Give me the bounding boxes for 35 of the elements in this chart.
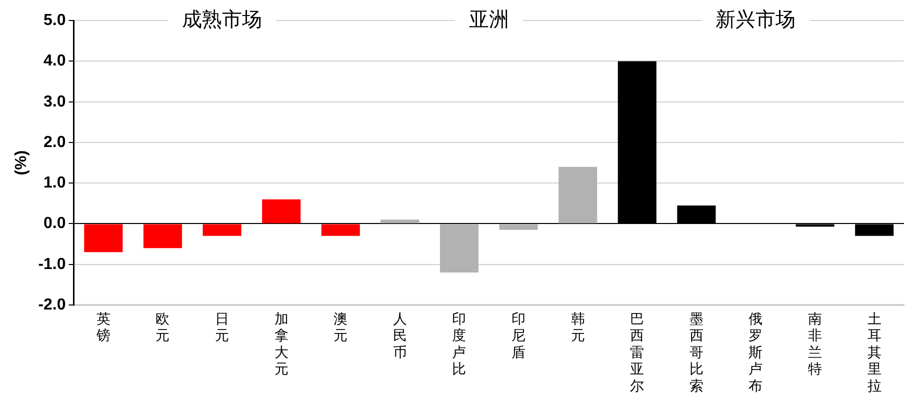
bar — [202, 224, 242, 236]
annotation: 成熟市场 — [182, 9, 262, 32]
y-tick-label: 1.0 — [44, 174, 66, 192]
bar — [84, 224, 123, 252]
bar — [499, 224, 538, 230]
x-tick-label: 巴西雷亚尔 — [630, 310, 644, 394]
x-tick-label: 印度卢比 — [452, 310, 466, 377]
bar — [143, 224, 182, 248]
x-tick-label: 韩元 — [570, 310, 585, 344]
x-tick-label: 日元 — [215, 310, 230, 344]
bar — [262, 199, 301, 224]
x-tick-label: 人民币 — [392, 310, 407, 360]
y-tick-label: 2.0 — [44, 134, 66, 151]
y-tick-label: 3.0 — [44, 93, 66, 110]
x-tick-label: 澳元 — [334, 310, 348, 344]
x-tick-label: 南非兰特 — [808, 310, 822, 377]
y-axis-title: (%) — [13, 150, 30, 176]
bar — [558, 166, 598, 224]
y-tick-label: 4.0 — [44, 52, 66, 70]
y-tick-label: 0.0 — [44, 215, 66, 232]
y-tick-label: -2.0 — [38, 296, 66, 314]
y-tick-label: 5.0 — [44, 12, 66, 30]
bar — [321, 224, 360, 236]
x-tick-label: 墨西哥比索 — [689, 310, 704, 394]
annotation: 新兴市场 — [716, 9, 796, 32]
x-tick-label: 欧元 — [156, 310, 170, 344]
x-tick-label: 加拿大元 — [274, 310, 288, 377]
x-tick-label: 土耳其里拉 — [867, 310, 882, 394]
annotation: 亚洲 — [468, 9, 509, 32]
bar — [440, 224, 479, 272]
x-tick-label: 印尼盾 — [512, 310, 526, 360]
bar — [380, 220, 420, 224]
x-tick-label: 英镑 — [95, 310, 110, 344]
y-tick-label: -1.0 — [38, 256, 66, 273]
x-tick-label: 俄罗斯卢布 — [748, 310, 763, 394]
